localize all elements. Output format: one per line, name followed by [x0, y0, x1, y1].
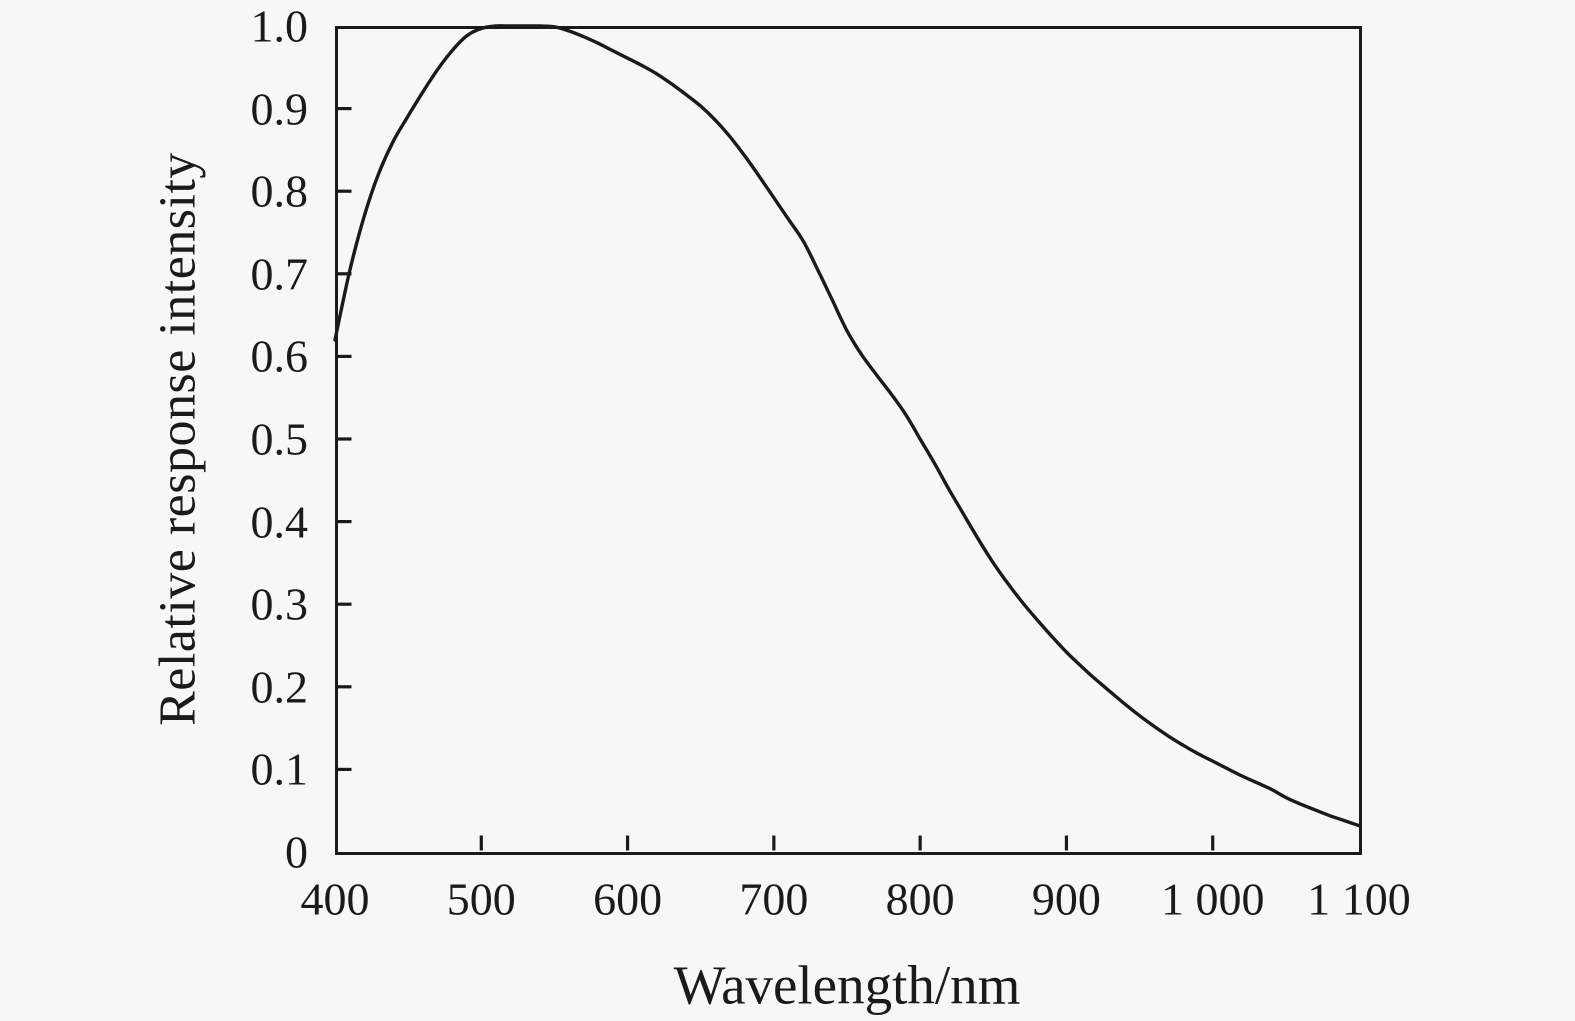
y-tick-label: 0.6 — [250, 330, 309, 382]
x-axis-title: Wavelength/nm — [673, 954, 1021, 1016]
response-curve — [333, 24, 1361, 828]
y-tick-label: 1.0 — [250, 0, 309, 52]
y-tick-label: 0.8 — [250, 165, 309, 217]
x-tick-label: 600 — [593, 873, 663, 925]
y-tick-label: 0.4 — [250, 496, 309, 548]
plot-frame — [335, 26, 1362, 855]
x-tick-label: 400 — [300, 873, 370, 925]
y-tick-label: 0.2 — [250, 661, 309, 713]
y-tick-label: 0.3 — [250, 578, 309, 630]
y-tick-label: 0.9 — [250, 83, 309, 135]
x-tick-label: 700 — [739, 873, 809, 925]
x-tick-label: 1 000 — [1160, 873, 1265, 925]
x-tick-label: 1 100 — [1307, 873, 1411, 925]
x-tick-label: 800 — [885, 873, 955, 925]
x-tick-label: 500 — [446, 873, 516, 925]
y-tick-label: 0.1 — [250, 743, 309, 795]
y-tick-label: 0.5 — [250, 413, 309, 465]
y-tick-label: 0.7 — [250, 248, 309, 300]
x-tick-label: 900 — [1031, 873, 1101, 925]
y-tick-label: 0 — [285, 826, 308, 878]
